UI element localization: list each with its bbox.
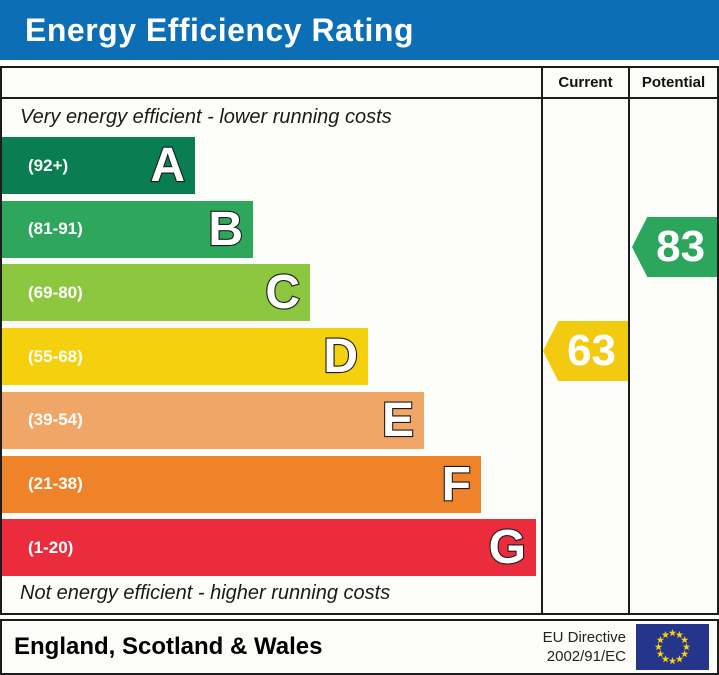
title-bar: Energy Efficiency Rating bbox=[0, 0, 719, 60]
current-column-header: Current bbox=[541, 68, 628, 99]
band-e-range: (39-54) bbox=[28, 410, 83, 430]
band-f: (21-38) F bbox=[2, 455, 481, 513]
band-d-letter: D bbox=[322, 329, 359, 384]
bands-area: Very energy efficient - lower running co… bbox=[2, 99, 541, 613]
potential-column: 83 bbox=[628, 99, 717, 613]
band-c-range: (69-80) bbox=[28, 282, 83, 302]
eu-directive-line2: 2002/91/EC bbox=[546, 648, 626, 665]
divider bbox=[0, 615, 719, 619]
current-value: 63 bbox=[566, 326, 616, 375]
eu-flag-icon bbox=[636, 624, 709, 670]
current-marker: 63 bbox=[543, 321, 628, 381]
band-c: (69-80) C bbox=[2, 264, 310, 322]
band-f-range: (21-38) bbox=[28, 474, 83, 493]
band-b: (81-91) B bbox=[2, 200, 253, 258]
band-d-range: (55-68) bbox=[28, 346, 83, 366]
band-b-letter: B bbox=[207, 202, 244, 257]
bottom-caption: Not energy efficient - higher running co… bbox=[20, 582, 391, 604]
potential-value: 83 bbox=[656, 222, 706, 271]
band-e: (39-54) E bbox=[2, 391, 424, 449]
band-e-letter: E bbox=[381, 393, 415, 448]
band-d: (55-68) D bbox=[2, 328, 368, 386]
band-f-letter: F bbox=[441, 456, 473, 511]
band-g: (1-20) G bbox=[2, 519, 536, 577]
eu-directive-label: EU Directive 2002/91/EC bbox=[543, 628, 626, 667]
potential-marker: 83 bbox=[632, 217, 717, 277]
eu-directive-line1: EU Directive bbox=[542, 628, 626, 646]
band-c-letter: C bbox=[264, 265, 301, 320]
footer-bar: England, Scotland & Wales EU Directive 2… bbox=[0, 619, 719, 675]
chart-header-spacer bbox=[2, 68, 541, 99]
rating-table: Current Potential Very energy efficient … bbox=[0, 66, 719, 615]
potential-column-header: Potential bbox=[628, 68, 717, 99]
band-g-letter: G bbox=[488, 520, 528, 575]
page-title: Energy Efficiency Rating bbox=[25, 11, 414, 48]
band-a-range: (92+) bbox=[28, 155, 69, 175]
band-b-range: (81-91) bbox=[28, 219, 83, 239]
current-column: 63 bbox=[541, 99, 628, 613]
band-g-range: (1-20) bbox=[28, 537, 74, 557]
divider bbox=[0, 60, 719, 66]
band-a-letter: A bbox=[149, 138, 186, 193]
top-caption: Very energy efficient - lower running co… bbox=[20, 106, 392, 128]
band-a: (92+) A bbox=[2, 137, 195, 194]
region-label: England, Scotland & Wales bbox=[14, 633, 323, 660]
